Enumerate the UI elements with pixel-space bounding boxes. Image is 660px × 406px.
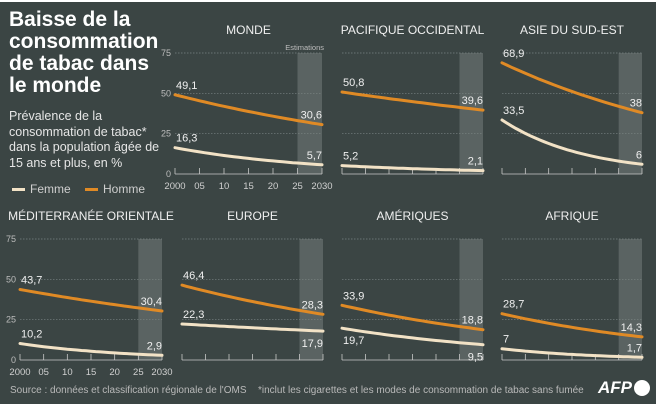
value-label-start-homme: 46,4	[183, 270, 204, 282]
x-tick-label: 10	[219, 181, 230, 192]
estimations-band	[459, 53, 483, 174]
x-tick-label: 20	[109, 367, 120, 378]
x-tick-label: 2000	[9, 367, 30, 378]
value-label-end-femme: 5,7	[307, 150, 322, 162]
estimations-band	[297, 53, 322, 174]
x-tick-label: 15	[243, 181, 254, 192]
line-femme-monde	[173, 146, 324, 167]
legend-femme-swatch	[12, 187, 25, 191]
line-homme-monde	[173, 93, 324, 127]
legend-femme: Femme	[12, 182, 71, 196]
footnote-text: *inclut les cigarettes et les modes de c…	[258, 385, 584, 396]
estimations-label: Estimations	[285, 43, 324, 52]
line-homme-europe	[180, 283, 325, 316]
value-label-end-homme: 30,6	[301, 110, 322, 122]
value-label-start-homme: 68,9	[503, 48, 524, 60]
panel-title-am-riques: AMÉRIQUES	[376, 208, 448, 223]
line-homme-pacifique-occidental	[340, 90, 485, 112]
y-tick-label: 50	[6, 274, 16, 284]
x-tick-label: 20	[268, 181, 279, 192]
value-label-start-femme: 16,3	[176, 133, 197, 145]
value-label-start-femme: 33,5	[503, 105, 524, 117]
panel-title-monde: MONDE	[226, 23, 271, 37]
x-tick-label: 25	[133, 367, 144, 378]
line-femme-asie-du-sud-est	[500, 118, 644, 166]
value-label-end-femme: 9,5	[468, 352, 483, 364]
value-label-start-femme: 22,3	[183, 309, 204, 321]
source-text: Source : données et classification régio…	[10, 385, 247, 396]
y-tick-label: 50	[161, 88, 171, 98]
panel-title-europe: EUROPE	[227, 209, 278, 223]
afp-logo: AFP	[598, 378, 650, 398]
estimations-band	[618, 53, 642, 174]
value-label-end-femme: 17,9	[302, 338, 323, 350]
line-femme-am-riques	[340, 326, 485, 347]
x-tick-label: 05	[194, 181, 205, 192]
y-tick-label: 0	[166, 169, 171, 179]
line-homme-afrique	[500, 312, 644, 339]
value-label-start-homme: 28,7	[503, 299, 524, 311]
line-femme-m-diterran-e-orientale	[18, 342, 164, 357]
value-label-end-femme: 6	[636, 149, 642, 161]
line-homme-m-diterran-e-orientale	[18, 288, 164, 313]
x-tick-label: 2030	[151, 367, 172, 378]
y-tick-label: 75	[161, 48, 171, 58]
page-title: Baisse de la consommation de tabac dans …	[9, 8, 159, 97]
value-label-end-homme: 28,3	[302, 299, 323, 311]
value-label-start-femme: 19,7	[343, 335, 364, 347]
y-tick-label: 75	[6, 234, 16, 244]
value-label-start-femme: 10,2	[21, 329, 42, 341]
subtitle: Prévalence de la consommation de tabac* …	[9, 109, 160, 170]
line-femme-afrique	[500, 347, 644, 359]
value-label-start-femme: 7	[503, 334, 509, 346]
legend-homme-label: Homme	[103, 182, 146, 196]
panel-title-pacifique-occidental: PACIFIQUE OCCIDENTAL	[341, 23, 485, 37]
line-femme-europe	[180, 322, 325, 333]
value-label-end-homme: 14,3	[621, 322, 642, 334]
x-tick-label: 2030	[311, 181, 332, 192]
panel-title-m-diterran-e-orientale: MÉDITERRANÉE ORIENTALE	[8, 208, 174, 223]
value-label-start-femme: 5,2	[343, 151, 358, 163]
afp-logo-text: AFP	[598, 378, 632, 397]
value-label-end-homme: 38	[630, 98, 642, 110]
value-label-end-homme: 39,6	[462, 95, 483, 107]
y-tick-label: 25	[161, 129, 171, 139]
value-label-start-homme: 50,8	[343, 77, 364, 89]
value-label-end-femme: 2,9	[147, 340, 162, 352]
panel-title-afrique: AFRIQUE	[545, 209, 598, 223]
estimations-band	[138, 239, 162, 360]
value-label-end-femme: 2,1	[468, 156, 483, 168]
legend-femme-label: Femme	[30, 182, 71, 196]
x-tick-label: 10	[62, 367, 73, 378]
y-tick-label: 25	[6, 315, 16, 325]
panel-title-asie-du-sud-est: ASIE DU SUD-EST	[520, 23, 625, 37]
legend-homme-swatch	[85, 187, 98, 191]
afp-logo-dot	[634, 380, 650, 396]
x-tick-label: 25	[292, 181, 303, 192]
value-label-start-homme: 33,9	[343, 290, 364, 302]
x-tick-label: 2000	[164, 181, 185, 192]
line-femme-pacifique-occidental	[340, 164, 485, 173]
line-homme-am-riques	[340, 303, 485, 332]
line-homme-asie-du-sud-est	[500, 61, 644, 115]
y-tick-label: 0	[11, 355, 16, 365]
x-tick-label: 05	[38, 367, 49, 378]
value-label-start-homme: 49,1	[176, 80, 197, 92]
legend-homme: Homme	[85, 182, 145, 196]
value-label-start-homme: 43,7	[21, 274, 42, 286]
value-label-end-homme: 30,4	[141, 296, 162, 308]
value-label-end-homme: 18,8	[462, 315, 483, 327]
x-tick-label: 15	[86, 367, 97, 378]
value-label-end-femme: 1,7	[627, 342, 642, 354]
estimations-band	[618, 239, 642, 360]
